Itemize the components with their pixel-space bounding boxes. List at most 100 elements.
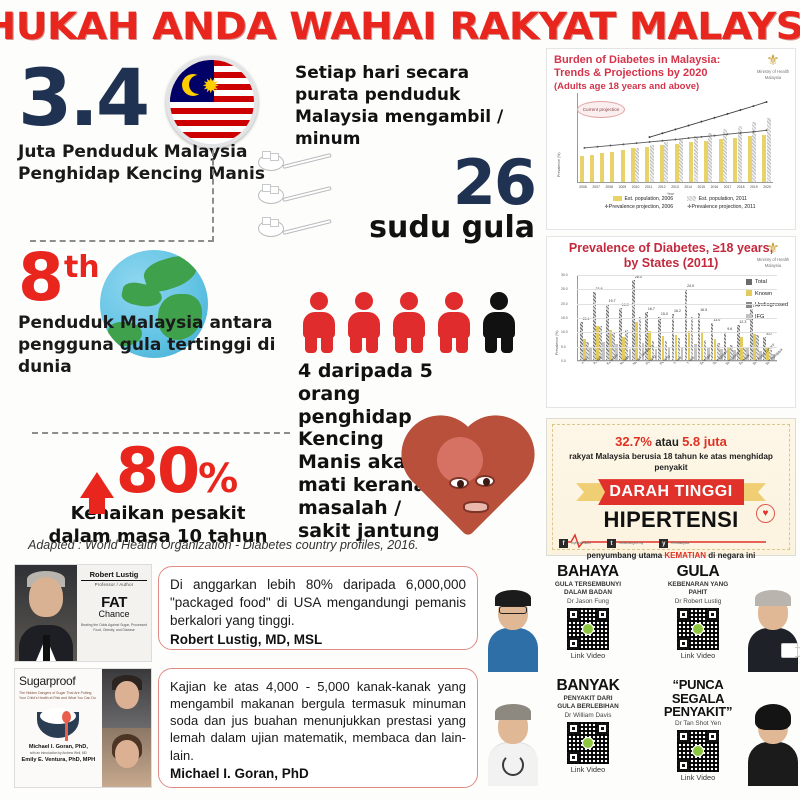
increase-value: 80 [115, 434, 200, 507]
hypertension-panel: 32.7% atau 5.8 juta rakyat Malaysia beru… [546, 418, 797, 560]
video-link-label[interactable]: Link Video [680, 772, 716, 782]
chart1-bar-group [703, 132, 713, 182]
chart2-data-label: 28.0 [634, 274, 642, 279]
chart2-bar-undiagnosed [599, 325, 602, 360]
chart2-bar-group: 8.0 [763, 332, 775, 360]
chart2-bar-undiagnosed [769, 349, 772, 360]
chart2-gridline [577, 332, 777, 334]
stat-diabetics: 3.4 Juta Penduduk Malaysia Penghidap Ken… [18, 54, 268, 186]
chart1-xlabel: Year [667, 192, 674, 196]
video-card-tan-shot-yen[interactable]: “PUNCA SEGALA PENYAKIT” Dr Tan Shot Yen … [646, 676, 798, 788]
chart1-bar-est2011 [664, 142, 669, 182]
video-sub-2: PAHIT [688, 589, 708, 597]
quote-author: Robert Lustig, MD, MSL [170, 632, 323, 648]
chart2-gridline [577, 289, 777, 291]
michael-goran-portrait [101, 669, 151, 728]
chart1-bar-group [580, 156, 584, 182]
video-headline: BAHAYA [557, 563, 619, 580]
chart2-ytick: 20.0 [561, 301, 568, 306]
diabetics-number: 3.4 [18, 54, 150, 144]
qr-code-icon[interactable] [567, 721, 609, 764]
chart2-legend-item: Total [746, 277, 788, 289]
chart2-bar-undiagnosed [690, 317, 694, 360]
diabetics-caption: Juta Penduduk Malaysia Penghidap Kencing… [18, 142, 265, 184]
chart1-bar-group [630, 148, 640, 182]
facebook-icon: f [559, 539, 568, 548]
tan-shot-yen-portrait [746, 700, 800, 786]
chart1-lines [583, 100, 768, 149]
star-icon: ✹ [202, 75, 220, 98]
chart2-bar-group: 9.6 [723, 327, 736, 360]
chart1-bar-est2011 [766, 118, 771, 182]
website-link[interactable]: t infosihat.gov.my [606, 539, 643, 548]
chart2-bar-ifg [746, 346, 749, 360]
chart2-plot: 13.4 23.8 19.7 18.3 28.0 16.7 15.0 16.2 24.9 16.5… [577, 275, 777, 361]
hypertension-atau: atau [655, 437, 679, 449]
chart1-bar-group [762, 118, 771, 182]
chart2-bar-ifg [680, 347, 684, 360]
chart1-bar-est2006 [620, 150, 625, 182]
chart1-bar-group [600, 153, 605, 182]
emily-ventura-portrait [101, 728, 151, 787]
rank-suffix: th [63, 250, 100, 285]
chart2-bar-undiagnosed [612, 333, 615, 360]
chart1-bar-est2006 [580, 156, 584, 182]
chart2-bar-group: 24.9 [684, 284, 697, 360]
chart2-bar-ifg [615, 343, 619, 360]
chart2-ytick: 30.0 [561, 273, 568, 277]
chart1-legend: Est. population, 2006 Est. population, 2… [604, 196, 756, 211]
chart1-bar-group [689, 136, 698, 182]
video-card-robert-lustig[interactable]: GULA KEBENARAN YANG PAHIT Dr Robert Lust… [646, 562, 800, 674]
jason-fung-portrait [486, 586, 540, 672]
quote-text: Kajian ke atas 4,000 - 5,000 kanak-kanak… [170, 679, 466, 763]
hypertension-pct: 32.7% [615, 434, 652, 449]
chart1-xtick: 2016 [710, 185, 719, 189]
twitter-bird-icon: y [659, 539, 669, 548]
video-link-label[interactable]: Link Video [680, 650, 716, 660]
malaysia-flag-icon: ✹ [166, 56, 258, 148]
chart2-bar-total [619, 307, 622, 360]
video-link-label[interactable]: Link Video [570, 650, 606, 660]
video-card-jason-fung[interactable]: BAHAYA GULA TERSEMBUNYI DALAM BADAN Dr J… [488, 562, 640, 674]
chart2-bar-ifg [706, 346, 710, 360]
chart2-bar-known [583, 339, 586, 360]
heart-pulse-icon: ♥ [756, 504, 775, 523]
chart2-bar-undiagnosed [730, 345, 733, 360]
qr-code-icon[interactable] [677, 607, 719, 650]
chart2-title-line2: by States (2011) [623, 256, 719, 270]
page-title: TAHUKAH ANDA WAHAI RAKYAT MALAYSIA? [0, 4, 800, 48]
qr-code-icon[interactable] [677, 729, 719, 772]
chart2-bar-total [658, 317, 662, 360]
video-card-william-davis[interactable]: BANYAK PENYAKIT DARI GULA BERLEBIHAN Dr … [488, 676, 640, 788]
chart1-bar-est2006 [762, 134, 767, 182]
video-link-label[interactable]: Link Video [570, 764, 606, 774]
person-icon-red [345, 292, 383, 353]
heart-highlight [437, 437, 483, 483]
video-headline: “PUNCA SEGALA PENYAKIT” [663, 677, 733, 720]
twitter-link[interactable]: y KKMalaysia [659, 539, 689, 548]
chart2-gridline [577, 303, 777, 305]
emblem-line1: Ministry of Health [756, 69, 790, 74]
chart2-bar-undiagnosed [638, 317, 642, 360]
qr-code-icon[interactable] [567, 607, 609, 650]
chart2-bar-undiagnosed [664, 340, 668, 360]
chart2-bar-known [609, 330, 612, 360]
social-links: f myhealthkkm t infosihat.gov.my y KKMalays… [559, 539, 797, 548]
chart2-data-label: 12.3 [739, 319, 747, 324]
globe-icon [100, 250, 208, 358]
chart1-xtick: 2011 [645, 185, 653, 189]
chart1-bar-est2006 [600, 153, 605, 182]
arrow-up-icon [79, 472, 114, 514]
chart2-bar-ifg [772, 354, 775, 360]
hypertension-title: HIPERTENSI [603, 507, 739, 533]
glasses-icon [499, 606, 527, 614]
chart-burden-of-diabetes: Burden of Diabetes in Malaysia: Trends &… [546, 48, 796, 230]
chart1-xtick: 2017 [723, 185, 732, 189]
facebook-link[interactable]: f myhealthkkm [559, 539, 591, 548]
chart2-bar-total [750, 308, 753, 360]
chart1-bars [578, 93, 773, 182]
chart1-bar-est2006 [718, 139, 723, 182]
video-sub-1: GULA TERSEMBUNYI [554, 580, 622, 588]
chart2-gridline [577, 318, 777, 319]
poster-title-bar: TAHUKAH ANDA WAHAI RAKYAT MALAYSIA? [0, 4, 800, 48]
